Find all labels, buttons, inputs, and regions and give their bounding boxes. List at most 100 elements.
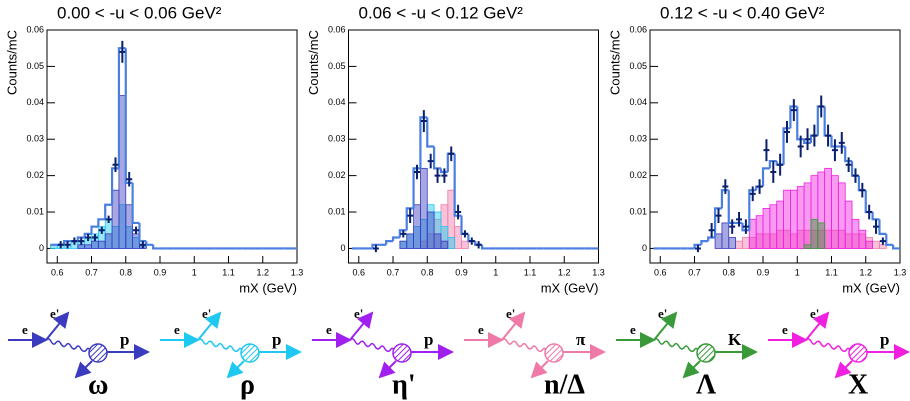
- data-point: [811, 124, 818, 147]
- total-bin: [117, 47, 126, 169]
- x-tick-label: 1: [795, 267, 800, 277]
- total-bin: [104, 203, 113, 220]
- data-point: [763, 139, 770, 162]
- total-bin: [878, 219, 887, 235]
- y-axis-label: Counts/mC: [306, 30, 321, 95]
- data-point: [715, 208, 722, 223]
- outgoing-label: p: [424, 330, 433, 349]
- component-bin: [803, 182, 812, 249]
- photon: [197, 338, 249, 355]
- y-tick-label: 0: [642, 243, 647, 253]
- total-bin: [761, 167, 770, 187]
- data-point: [859, 182, 866, 198]
- data-point: [105, 215, 112, 223]
- total-bin: [707, 236, 716, 242]
- data-point: [64, 241, 71, 249]
- y-tick-label: 0.05: [629, 61, 647, 71]
- x-tick-label: 0.7: [688, 267, 701, 277]
- data-point: [400, 230, 407, 238]
- data-point: [91, 233, 98, 242]
- component-bin: [420, 167, 428, 249]
- total-bin: [371, 243, 380, 249]
- y-tick-label: 0.03: [26, 134, 44, 144]
- chart-title: 0.06 < -u < 0.12 GeV²: [359, 3, 524, 22]
- data-point: [742, 219, 749, 234]
- component-bin: [769, 204, 778, 249]
- total-bin: [727, 190, 736, 225]
- data-point: [756, 179, 763, 194]
- data-point: [420, 110, 427, 132]
- component-bin: [831, 175, 839, 249]
- diagram-line: [349, 311, 374, 341]
- data-point: [804, 128, 811, 151]
- x-tick-label: 0.6: [353, 267, 366, 277]
- data-point: [461, 230, 468, 238]
- scattered-label: e': [810, 306, 819, 321]
- x-tick-label: 0.6: [654, 267, 667, 277]
- component-bin: [125, 204, 134, 249]
- total-bin: [63, 240, 71, 245]
- photon: [349, 338, 401, 355]
- diagram-line: [834, 360, 853, 379]
- total-bin: [439, 168, 448, 174]
- component-bin: [104, 233, 113, 249]
- total-bin: [700, 240, 709, 245]
- total-bin: [426, 117, 435, 148]
- component-bin: [837, 182, 846, 249]
- beam-label: e: [174, 322, 180, 337]
- component-bin: [447, 237, 456, 249]
- x-tick-label: 1.1: [524, 267, 537, 277]
- data-point: [85, 233, 92, 242]
- beam-label: e: [478, 322, 484, 337]
- x-axis-label: mX (GeV): [239, 280, 297, 295]
- component-bin: [735, 240, 743, 249]
- x-tick-label: 0.6: [51, 267, 64, 277]
- plot-frame: [649, 29, 901, 264]
- data-point: [139, 241, 146, 249]
- component-bin: [817, 222, 826, 249]
- meson-label: ρ: [240, 369, 255, 400]
- vertex-blob: [848, 343, 868, 363]
- beam-label: e: [630, 322, 636, 337]
- component-bin: [755, 215, 764, 249]
- component-bin: [77, 244, 86, 249]
- data-point: [722, 179, 729, 194]
- chart-title: 0.00 < -u < 0.06 GeV²: [57, 3, 222, 22]
- y-tick-label: 0.02: [26, 170, 44, 180]
- diagram-line: [197, 311, 222, 341]
- y-tick-label: 0.01: [328, 206, 346, 216]
- plot-frame: [46, 29, 298, 264]
- y-tick-label: 0.01: [26, 206, 44, 216]
- data-point: [770, 161, 777, 183]
- meson-label: X: [848, 369, 868, 400]
- total-bin: [796, 106, 805, 141]
- x-tick-label: 0.7: [85, 267, 98, 277]
- photon: [45, 338, 97, 355]
- y-axis-label: Counts/mC: [607, 30, 622, 95]
- y-tick-label: 0.06: [328, 24, 346, 34]
- y-tick-label: 0.03: [629, 134, 647, 144]
- y-tick-label: 0.05: [26, 61, 44, 71]
- total-bin: [803, 139, 811, 144]
- y-tick-label: 0.06: [26, 24, 44, 34]
- total-bin: [433, 146, 441, 170]
- x-tick-label: 0.8: [723, 267, 736, 277]
- component-bin: [872, 240, 880, 249]
- y-tick-label: 0.03: [328, 134, 346, 144]
- total-bin: [748, 189, 757, 231]
- data-point: [413, 164, 420, 180]
- total-bin: [131, 182, 140, 225]
- x-tick-label: 0.9: [757, 267, 770, 277]
- scattered-label: e': [354, 306, 363, 321]
- y-tick-label: 0.05: [328, 61, 346, 71]
- total-bin: [720, 189, 729, 209]
- data-point: [126, 171, 133, 187]
- meson-label: η': [392, 369, 416, 400]
- component-bin: [810, 218, 819, 249]
- total-bin: [391, 236, 400, 242]
- outgoing-label: p: [120, 330, 129, 349]
- total-bin: [110, 167, 119, 205]
- total-bin: [398, 229, 407, 238]
- component-bin: [426, 211, 435, 249]
- total-bin: [145, 241, 154, 246]
